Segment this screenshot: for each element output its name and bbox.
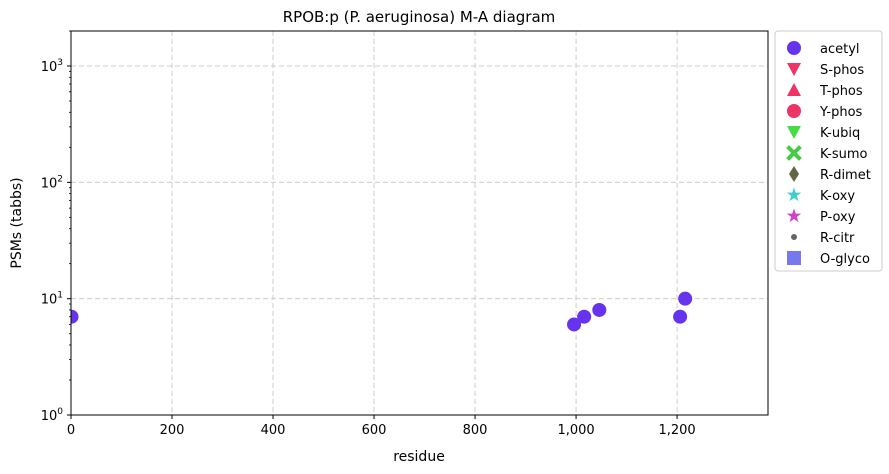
data-points <box>71 291 693 332</box>
y-tick-label: 101 <box>41 291 63 308</box>
legend-label: acetyl <box>820 42 860 57</box>
x-axis-label: residue <box>393 449 445 465</box>
x-tick-label: 0 <box>67 423 75 438</box>
legend-label: P-oxy <box>820 210 856 225</box>
data-point <box>592 302 607 317</box>
data-point <box>673 309 688 324</box>
legend-label: S-phos <box>820 63 864 78</box>
legend-marker <box>789 166 799 182</box>
data-point <box>71 309 79 324</box>
legend-marker <box>787 41 801 55</box>
legend-label: K-ubiq <box>820 126 860 141</box>
x-tick-label: 1,200 <box>658 423 695 438</box>
y-tick-label: 103 <box>41 58 63 75</box>
legend: acetyl S-phos T-phos Y-phos K-ubiq K-sumo R-di… <box>774 30 883 272</box>
x-tick-label: 800 <box>463 423 488 438</box>
legend-marker <box>787 83 801 96</box>
y-axis-label: PSMs (tabbs) <box>9 177 25 268</box>
legend-box <box>774 30 883 272</box>
y-tick-label: 100 <box>41 407 64 424</box>
plot-area-frame <box>70 30 769 416</box>
legend-marker <box>787 126 801 139</box>
data-point <box>678 291 693 306</box>
x-tick-label: 200 <box>160 423 185 438</box>
legend-marker <box>787 63 801 76</box>
legend-label: K-sumo <box>820 147 868 162</box>
legend-marker <box>787 104 801 118</box>
x-axis-ticks: 0 200 400 600 800 1,000 1,200 <box>67 415 696 438</box>
legend-marker <box>787 251 801 265</box>
legend-marker <box>791 234 797 240</box>
x-tick-label: 600 <box>362 423 387 438</box>
legend-label: R-citr <box>820 231 855 246</box>
y-axis-ticks: 100 101 102 103 <box>41 30 71 424</box>
x-tick-label: 400 <box>261 423 286 438</box>
x-tick-label: 1,000 <box>557 423 594 438</box>
legend-marker <box>786 145 802 161</box>
data-point <box>577 309 592 324</box>
chart-title: RPOB:p (P. aeruginosa) M-A diagram <box>283 8 556 26</box>
grid-lines <box>70 31 768 415</box>
data-point <box>567 317 582 332</box>
legend-label: R-dimet <box>820 168 871 183</box>
legend-label: Y-phos <box>819 105 863 120</box>
legend-label: O-glyco <box>820 252 870 267</box>
legend-marker <box>786 187 802 202</box>
legend-label: T-phos <box>819 84 863 99</box>
legend-label: K-oxy <box>820 189 855 204</box>
y-tick-label: 102 <box>41 174 63 191</box>
legend-marker <box>786 208 802 223</box>
